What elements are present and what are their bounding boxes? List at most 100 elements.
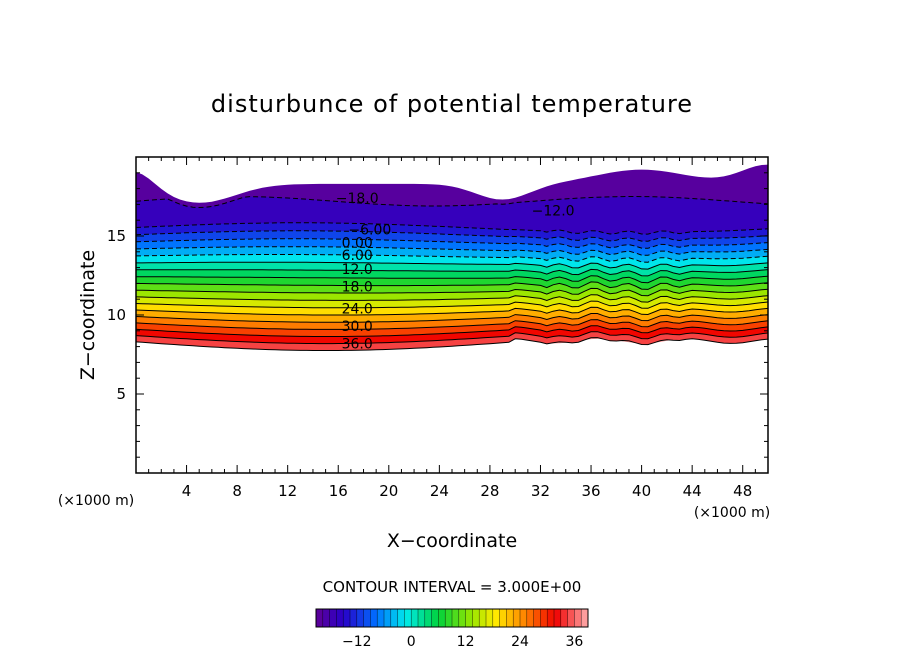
contour-line — [136, 246, 768, 256]
x-tick-label: 44 — [683, 482, 702, 500]
x-tick-label: 32 — [531, 482, 550, 500]
colorbar-swatch — [329, 609, 337, 627]
colorbar-swatch — [404, 609, 412, 627]
contour-line — [136, 331, 768, 345]
x-tick-label: 20 — [379, 482, 398, 500]
contour-line — [136, 268, 768, 277]
colorbar-swatch — [343, 609, 351, 627]
contour-label: 12.0 — [342, 262, 373, 278]
colorbar-swatch — [397, 609, 405, 627]
y-tick-label: 15 — [107, 227, 126, 245]
contour-label: 6.00 — [342, 248, 373, 264]
colorbar-tick-label: 36 — [565, 634, 583, 650]
colorbar-swatch — [418, 609, 426, 627]
x-unit-right: (×1000 m) — [694, 505, 770, 521]
field-band — [136, 331, 768, 351]
field-band — [136, 254, 768, 270]
colorbar — [315, 609, 589, 627]
y-tick-label: 10 — [107, 306, 126, 324]
contour-label: 36.0 — [342, 336, 373, 352]
field-band — [136, 287, 768, 303]
field-band-below-minus-18 — [136, 164, 768, 208]
field-band — [136, 306, 768, 323]
colorbar-swatch — [438, 609, 446, 627]
colorbar-swatch — [526, 609, 534, 627]
contour-line — [136, 222, 768, 235]
colorbar-swatch — [336, 609, 344, 627]
contour-interval-text: CONTOUR INTERVAL = 3.000E+00 — [323, 578, 582, 596]
colorbar-swatch — [486, 609, 494, 627]
contour-line — [136, 196, 768, 209]
contour-line — [136, 306, 768, 316]
colorbar-swatch — [513, 609, 521, 627]
x-tick-label: 48 — [733, 482, 752, 500]
contour-line — [136, 254, 768, 263]
colorbar-swatch — [560, 609, 568, 627]
contour-label: −12.0 — [532, 204, 575, 220]
colorbar-ticks: −12 0 12 24 36 — [342, 634, 583, 650]
contour-line — [136, 238, 768, 249]
colorbar-swatch — [316, 609, 324, 627]
x-tick-label: 8 — [232, 482, 242, 500]
x-tick-label: 36 — [581, 482, 600, 500]
contour-line — [136, 337, 768, 351]
colorbar-swatch — [499, 609, 507, 627]
x-tick-label: 4 — [182, 482, 192, 500]
y-axis-label: Z−coordinate — [77, 250, 99, 380]
colorbar-swatch — [445, 609, 453, 627]
colorbar-tick-label: 0 — [407, 634, 416, 650]
temperature-field — [136, 164, 768, 351]
field-band — [136, 261, 768, 276]
colorbar-swatch — [554, 609, 562, 627]
contour-line — [136, 313, 768, 323]
contour-label: −18.0 — [336, 191, 379, 207]
colorbar-tick-label: 24 — [511, 634, 529, 650]
colorbar-swatch — [356, 609, 364, 627]
contour-line — [136, 275, 768, 284]
x-tick-label: 24 — [430, 482, 449, 500]
contour-label: 18.0 — [342, 280, 373, 296]
field-band — [136, 294, 768, 309]
colorbar-swatch — [411, 609, 419, 627]
contour-line — [136, 300, 768, 309]
colorbar-swatch — [465, 609, 473, 627]
contour-label: −6.00 — [348, 223, 391, 239]
colorbar-swatch — [350, 609, 358, 627]
contour-lines — [136, 196, 768, 351]
colorbar-swatch — [574, 609, 582, 627]
x-unit-left: (×1000 m) — [58, 493, 134, 509]
field-band — [136, 196, 768, 235]
contour-label: 30.0 — [342, 319, 373, 335]
y-axis-ticks: 5 10 15 — [107, 172, 768, 458]
contour-line — [136, 319, 768, 330]
field-band — [136, 313, 768, 330]
contour-line — [136, 281, 768, 290]
contour-line — [136, 325, 768, 337]
colorbar-swatch — [431, 609, 439, 627]
colorbar-swatch — [452, 609, 460, 627]
colorbar-swatch — [479, 609, 487, 627]
contour-line — [136, 230, 768, 242]
field-band — [136, 230, 768, 249]
contour-line — [136, 261, 768, 270]
colorbar-swatch — [363, 609, 371, 627]
x-tick-label: 40 — [632, 482, 651, 500]
colorbar-swatch — [458, 609, 466, 627]
colorbar-swatch — [581, 609, 589, 627]
colorbar-swatch — [472, 609, 480, 627]
colorbar-swatch — [567, 609, 575, 627]
contour-label: 24.0 — [342, 302, 373, 318]
contour-label: 0.00 — [342, 235, 373, 251]
colorbar-swatch — [506, 609, 514, 627]
colorbar-swatch — [540, 609, 548, 627]
colorbar-swatch — [533, 609, 541, 627]
x-tick-label: 12 — [278, 482, 297, 500]
x-axis-ticks: 4 8 12 16 20 24 28 32 36 40 44 48 — [148, 157, 756, 500]
contour-line — [136, 287, 768, 297]
colorbar-tick-label: 12 — [457, 634, 475, 650]
colorbar-swatch — [492, 609, 500, 627]
field-band — [136, 269, 768, 283]
colorbar-swatch — [547, 609, 555, 627]
